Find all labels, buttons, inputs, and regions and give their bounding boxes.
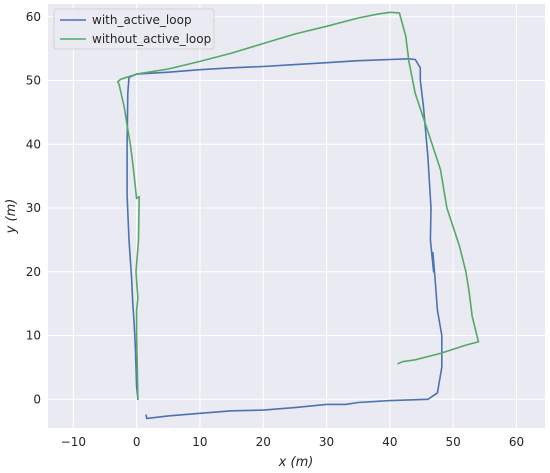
series-line-with-active-loop <box>126 57 443 420</box>
series-layer <box>116 11 480 420</box>
x-axis-label: x (m) <box>278 455 314 470</box>
y-axis-label: y (m) <box>4 199 19 235</box>
y-tick-label: 60 <box>26 10 41 24</box>
series-line-without-active-loop <box>116 11 480 401</box>
x-tick-label: 30 <box>319 435 334 449</box>
x-tick-label: 0 <box>133 435 141 449</box>
y-tick-label: 50 <box>26 74 41 88</box>
y-tick-label: 0 <box>33 392 41 406</box>
y-tick-label: 30 <box>26 201 41 215</box>
legend: with_active_loop without_active_loop <box>53 8 215 50</box>
legend-label-with-active-loop: with_active_loop <box>92 13 192 27</box>
x-tick-label: 20 <box>256 435 271 449</box>
x-tick-label: 60 <box>509 435 524 449</box>
x-tick-labels: −10 0 10 20 30 40 50 60 <box>61 435 524 449</box>
plot-background <box>48 4 545 428</box>
x-tick-label: 50 <box>446 435 461 449</box>
x-tick-label: −10 <box>61 435 86 449</box>
y-tick-label: 40 <box>26 137 41 151</box>
x-tick-label: 10 <box>192 435 207 449</box>
x-tick-label: 40 <box>382 435 397 449</box>
legend-label-without-active-loop: without_active_loop <box>92 32 211 46</box>
y-tick-labels: 0 10 20 30 40 50 60 <box>26 10 41 407</box>
y-tick-label: 20 <box>26 265 41 279</box>
legend-box <box>53 8 215 50</box>
y-tick-label: 10 <box>26 329 41 343</box>
